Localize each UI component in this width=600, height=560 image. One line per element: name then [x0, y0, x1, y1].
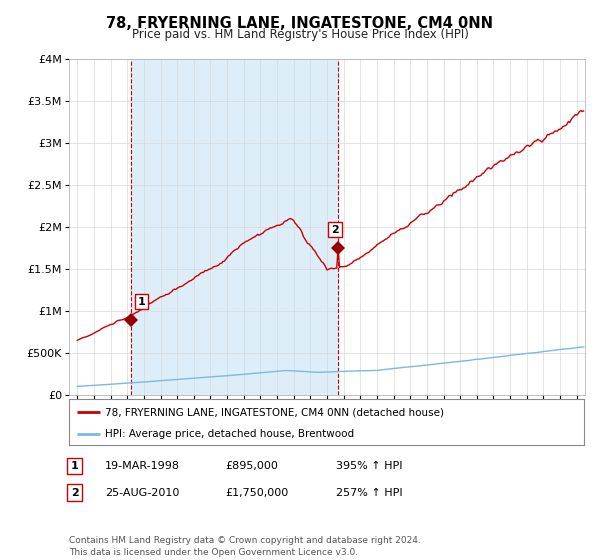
- Text: 2: 2: [331, 225, 339, 235]
- Text: £895,000: £895,000: [225, 461, 278, 471]
- Text: 257% ↑ HPI: 257% ↑ HPI: [336, 488, 403, 498]
- Text: 1: 1: [71, 461, 79, 471]
- Text: Price paid vs. HM Land Registry's House Price Index (HPI): Price paid vs. HM Land Registry's House …: [131, 28, 469, 41]
- Text: 78, FRYERNING LANE, INGATESTONE, CM4 0NN: 78, FRYERNING LANE, INGATESTONE, CM4 0NN: [107, 16, 493, 31]
- Text: HPI: Average price, detached house, Brentwood: HPI: Average price, detached house, Bren…: [105, 429, 354, 438]
- Bar: [131, 59, 338, 395]
- Text: 1: 1: [137, 296, 145, 306]
- Text: 78, FRYERNING LANE, INGATESTONE, CM4 0NN (detached house): 78, FRYERNING LANE, INGATESTONE, CM4 0NN…: [105, 407, 444, 417]
- Text: Contains HM Land Registry data © Crown copyright and database right 2024.
This d: Contains HM Land Registry data © Crown c…: [69, 536, 421, 557]
- Text: 395% ↑ HPI: 395% ↑ HPI: [336, 461, 403, 471]
- Text: 2: 2: [71, 488, 79, 498]
- Text: 25-AUG-2010: 25-AUG-2010: [105, 488, 179, 498]
- Text: £1,750,000: £1,750,000: [225, 488, 288, 498]
- Text: 19-MAR-1998: 19-MAR-1998: [105, 461, 180, 471]
